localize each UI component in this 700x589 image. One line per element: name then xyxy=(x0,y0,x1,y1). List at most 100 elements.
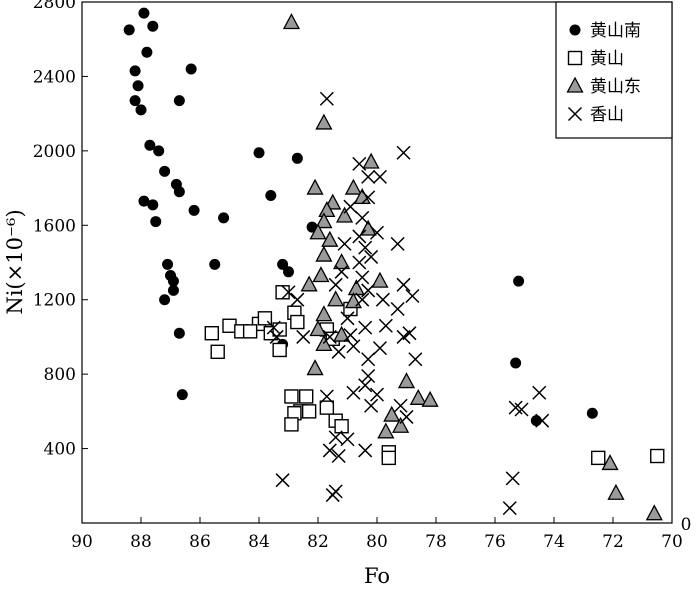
data-point-circle xyxy=(167,275,179,287)
data-point-x xyxy=(372,341,387,356)
y-tick-label: 1200 xyxy=(33,291,76,311)
data-point-x xyxy=(337,236,352,251)
data-point-x xyxy=(369,387,385,402)
data-point-x xyxy=(322,329,337,344)
data-point-circle xyxy=(147,20,159,32)
data-point-x xyxy=(328,484,343,499)
data-point-circle xyxy=(291,152,303,164)
data-point-circle xyxy=(135,104,147,116)
data-point-circle xyxy=(141,46,153,58)
data-point-square xyxy=(319,400,335,415)
data-point-circle xyxy=(173,95,185,107)
data-point-circle xyxy=(513,275,525,287)
data-point-x xyxy=(396,277,411,292)
data-point-square xyxy=(210,344,225,360)
data-point-x xyxy=(358,320,373,335)
data-point-triangle xyxy=(607,483,625,500)
data-point-x xyxy=(358,378,373,393)
x-axis-title: Fo xyxy=(364,564,390,588)
data-point-triangle xyxy=(309,223,327,240)
data-point-x xyxy=(296,329,311,344)
data-point-circle xyxy=(586,407,598,419)
data-point-x xyxy=(328,430,343,445)
data-point-circle xyxy=(176,389,188,401)
data-point-x xyxy=(399,409,414,424)
data-point-triangle xyxy=(601,454,619,471)
data-point-x xyxy=(355,270,370,285)
legend-marker-circle xyxy=(569,24,581,36)
data-point-x xyxy=(322,443,337,458)
data-point-circle xyxy=(144,139,156,151)
data-point-square xyxy=(591,450,606,466)
legend-label: 香山 xyxy=(590,105,624,125)
data-point-circle xyxy=(129,95,141,107)
legend-marker-square xyxy=(567,50,583,66)
x-tick-label: 86 xyxy=(189,532,211,552)
data-point-triangle xyxy=(318,201,336,218)
data-point-triangle xyxy=(315,305,333,322)
data-point-square xyxy=(275,285,290,300)
data-point-square xyxy=(301,404,317,419)
legend-label: 黄山东 xyxy=(590,77,641,97)
data-point-triangle xyxy=(321,230,339,247)
data-point-circle xyxy=(147,199,159,211)
data-point-triangle xyxy=(377,422,395,439)
data-points xyxy=(123,7,665,521)
data-point-triangle xyxy=(306,359,324,376)
data-point-square xyxy=(650,448,665,464)
x-tick-label: 74 xyxy=(543,532,565,552)
data-point-x xyxy=(355,210,370,225)
data-point-circle xyxy=(277,258,289,270)
data-point-x xyxy=(355,292,370,307)
data-point-square xyxy=(284,417,299,432)
data-point-circle xyxy=(173,327,185,339)
data-point-circle xyxy=(209,258,221,270)
data-point-triangle xyxy=(315,113,333,130)
data-point-circle xyxy=(153,145,165,157)
data-point-circle xyxy=(129,65,141,77)
data-point-x xyxy=(358,240,373,255)
data-point-circle xyxy=(253,147,265,159)
data-point-x xyxy=(369,225,385,240)
data-point-x xyxy=(328,277,343,292)
x-tick-label: 82 xyxy=(307,532,329,552)
x-tick-label: 72 xyxy=(602,532,624,552)
data-point-square xyxy=(272,322,287,337)
data-point-x xyxy=(502,501,517,516)
data-point-triangle xyxy=(333,325,351,342)
data-point-square xyxy=(290,314,305,330)
data-point-x xyxy=(361,352,376,367)
data-point-x xyxy=(319,389,334,404)
data-point-x xyxy=(361,169,376,184)
data-point-x xyxy=(290,292,305,307)
data-point-x xyxy=(340,311,355,326)
data-point-x xyxy=(390,236,405,251)
y-tick-label: 400 xyxy=(44,440,76,460)
x-tick-label: 80 xyxy=(366,532,388,552)
data-point-circle xyxy=(132,80,144,92)
data-point-triangle xyxy=(306,178,324,195)
data-point-x xyxy=(343,199,358,214)
data-point-square xyxy=(204,326,220,341)
y-tick-label: 800 xyxy=(44,365,76,385)
data-point-x xyxy=(514,402,529,417)
data-point-x xyxy=(334,264,349,279)
data-point-triangle xyxy=(309,320,327,337)
data-point-triangle xyxy=(392,416,410,433)
data-point-x xyxy=(390,301,405,317)
data-point-x xyxy=(364,249,379,264)
data-point-x xyxy=(352,255,367,270)
data-point-triangle xyxy=(645,504,663,521)
x-tick-label: 70 xyxy=(661,532,683,552)
x-tick-label: 78 xyxy=(425,532,447,552)
data-point-circle xyxy=(265,190,277,202)
y-axis-title: Ni(×10⁻⁶) xyxy=(3,209,27,314)
data-point-square xyxy=(381,450,396,466)
data-point-x xyxy=(375,292,390,307)
data-point-x xyxy=(361,283,376,298)
data-point-x xyxy=(331,344,346,359)
data-point-x xyxy=(505,471,520,486)
data-point-circle xyxy=(138,195,150,207)
data-point-x xyxy=(281,285,296,300)
